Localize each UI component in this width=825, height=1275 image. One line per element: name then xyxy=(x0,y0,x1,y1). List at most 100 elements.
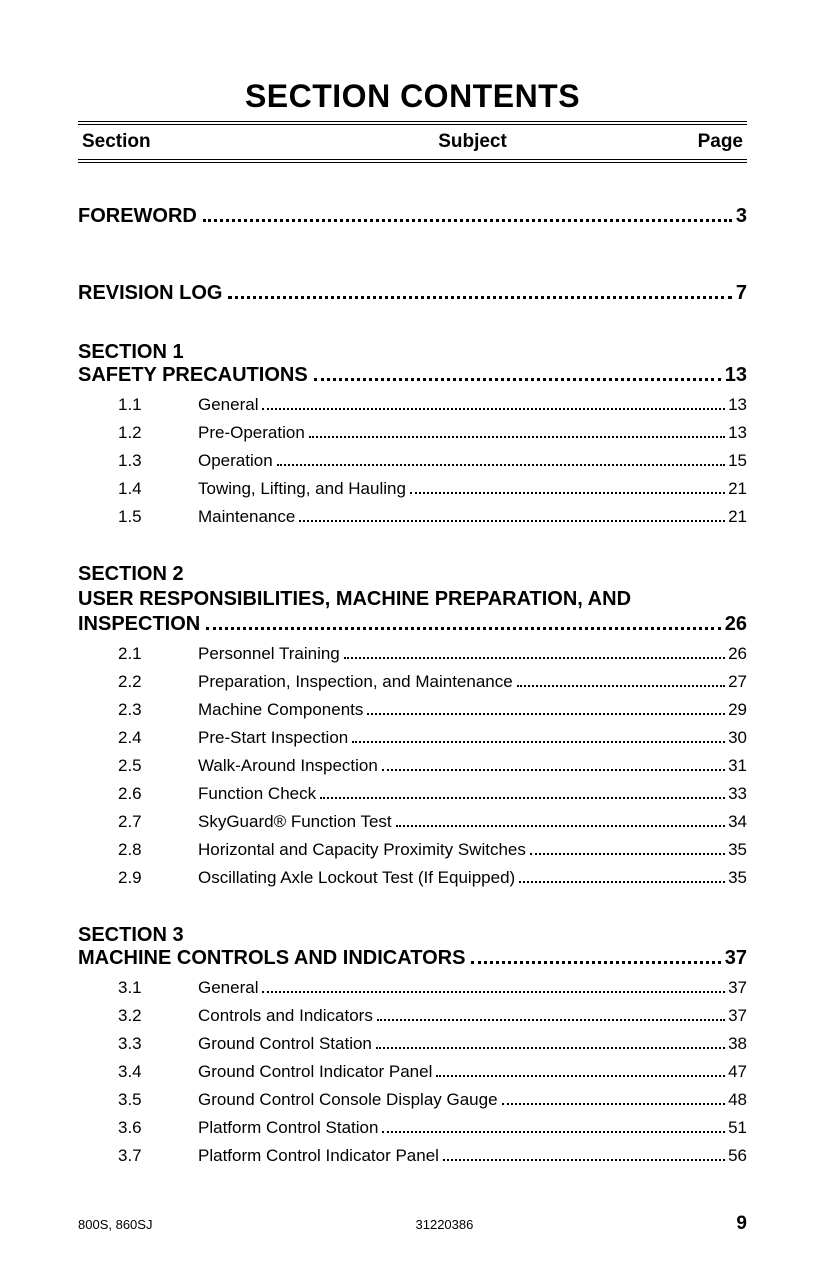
toc-sub-page: 15 xyxy=(728,451,747,471)
toc-sub-title: Oscillating Axle Lockout Test (If Equipp… xyxy=(198,868,515,888)
toc-sub-num: 1.2 xyxy=(118,423,198,443)
toc-sub-entry: 1.3Operation15 xyxy=(118,451,747,471)
toc-sub-num: 3.7 xyxy=(118,1146,198,1166)
toc-sub-num: 3.6 xyxy=(118,1118,198,1138)
toc-section-page: 37 xyxy=(725,947,747,970)
toc-sub-num: 3.3 xyxy=(118,1034,198,1054)
toc-section-title: MACHINE CONTROLS AND INDICATORS xyxy=(78,947,465,970)
toc-sub-num: 2.6 xyxy=(118,784,198,804)
toc-sub-entry: 1.1General13 xyxy=(118,395,747,415)
toc-section-block: SECTION 3MACHINE CONTROLS AND INDICATORS… xyxy=(78,924,747,1166)
toc-sub-title: Preparation, Inspection, and Maintenance xyxy=(198,672,513,692)
leader-dots xyxy=(471,961,720,964)
leader-dots xyxy=(367,713,725,715)
toc-sub-entry: 3.1General37 xyxy=(118,978,747,998)
toc-sub-num: 2.4 xyxy=(118,728,198,748)
toc-sub-entry: 2.7SkyGuard® Function Test 34 xyxy=(118,812,747,832)
toc-sub-page: 13 xyxy=(728,423,747,443)
toc-sub-title: Horizontal and Capacity Proximity Switch… xyxy=(198,840,526,860)
leader-dots xyxy=(299,520,725,522)
toc-sub-title: General xyxy=(198,395,258,415)
toc-sub-num: 3.4 xyxy=(118,1062,198,1082)
leader-dots xyxy=(443,1159,725,1161)
toc-sub-num: 1.3 xyxy=(118,451,198,471)
toc-sub-num: 2.1 xyxy=(118,644,198,664)
leader-dots xyxy=(206,627,721,630)
toc-section-label: SECTION 1 xyxy=(78,341,747,364)
toc-header-row: Section Subject Page xyxy=(78,125,747,159)
toc-sub-page: 48 xyxy=(728,1090,747,1110)
toc-sub-num: 2.7 xyxy=(118,812,198,832)
toc-sub-num: 1.4 xyxy=(118,479,198,499)
leader-dots xyxy=(228,296,731,299)
toc-major-page: 3 xyxy=(736,205,747,228)
toc-sub-page: 33 xyxy=(728,784,747,804)
toc-sub-entry: 3.4Ground Control Indicator Panel 47 xyxy=(118,1062,747,1082)
toc-major-entry: REVISION LOG 7 xyxy=(78,282,747,305)
toc-major-title: REVISION LOG xyxy=(78,282,222,305)
toc-section-block: SECTION 2USER RESPONSIBILITIES, MACHINE … xyxy=(78,563,747,888)
toc-sub-entry: 3.5Ground Control Console Display Gauge4… xyxy=(118,1090,747,1110)
leader-dots xyxy=(320,797,725,799)
toc-sub-entry: 2.6Function Check 33 xyxy=(118,784,747,804)
toc-sub-entry: 1.5Maintenance21 xyxy=(118,507,747,527)
leader-dots xyxy=(344,657,725,659)
toc-sub-page: 21 xyxy=(728,507,747,527)
toc-sub-page: 51 xyxy=(728,1118,747,1138)
toc-sub-title: Function Check xyxy=(198,784,316,804)
toc-sub-page: 38 xyxy=(728,1034,747,1054)
toc-sub-entry: 1.2Pre-Operation13 xyxy=(118,423,747,443)
toc-sub-title: Platform Control Indicator Panel xyxy=(198,1146,439,1166)
toc-sub-page: 34 xyxy=(728,812,747,832)
toc-sub-page: 35 xyxy=(728,868,747,888)
toc-section-title: USER RESPONSIBILITIES, MACHINE PREPARATI… xyxy=(78,586,747,613)
leader-dots xyxy=(436,1075,725,1077)
toc-major-page: 7 xyxy=(736,282,747,305)
toc-sub-title: Controls and Indicators xyxy=(198,1006,373,1026)
toc-sub-entry: 1.4Towing, Lifting, and Hauling21 xyxy=(118,479,747,499)
leader-dots xyxy=(376,1047,725,1049)
toc-sub-entry: 2.1Personnel Training26 xyxy=(118,644,747,664)
rule-bottom xyxy=(78,159,747,163)
toc-sub-title: General xyxy=(198,978,258,998)
toc-sub-num: 3.2 xyxy=(118,1006,198,1026)
toc-sub-title: Ground Control Indicator Panel xyxy=(198,1062,432,1082)
footer-pagenum: 9 xyxy=(736,1213,747,1235)
toc-section-title: INSPECTION xyxy=(78,613,200,636)
toc-sub-title: SkyGuard® Function Test xyxy=(198,812,392,832)
toc-sub-num: 2.8 xyxy=(118,840,198,860)
toc-section-page: 13 xyxy=(725,364,747,387)
toc-section-block: SECTION 1SAFETY PRECAUTIONS131.1General1… xyxy=(78,341,747,527)
toc-sub-entry: 3.2Controls and Indicators37 xyxy=(118,1006,747,1026)
toc-sub-entry: 2.5Walk-Around Inspection31 xyxy=(118,756,747,776)
toc-sub-entry: 2.2Preparation, Inspection, and Maintena… xyxy=(118,672,747,692)
toc-sub-page: 30 xyxy=(728,728,747,748)
toc-sub-title: Towing, Lifting, and Hauling xyxy=(198,479,406,499)
header-page: Page xyxy=(663,131,743,153)
toc-sub-title: Pre-Start Inspection xyxy=(198,728,348,748)
leader-dots xyxy=(262,408,725,410)
leader-dots xyxy=(530,853,725,855)
toc-sub-num: 3.5 xyxy=(118,1090,198,1110)
toc-sub-num: 1.1 xyxy=(118,395,198,415)
toc-section-label: SECTION 3 xyxy=(78,924,747,947)
toc-sub-title: Ground Control Station xyxy=(198,1034,372,1054)
toc-sub-page: 47 xyxy=(728,1062,747,1082)
toc-sub-entry: 2.4Pre-Start Inspection 30 xyxy=(118,728,747,748)
toc-body: FOREWORD3REVISION LOG7SECTION 1SAFETY PR… xyxy=(78,205,747,1166)
toc-sub-entry: 3.3Ground Control Station 38 xyxy=(118,1034,747,1054)
header-subject: Subject xyxy=(282,131,663,153)
toc-section-title: SAFETY PRECAUTIONS xyxy=(78,364,308,387)
leader-dots xyxy=(309,436,725,438)
leader-dots xyxy=(382,769,725,771)
toc-sub-page: 31 xyxy=(728,756,747,776)
toc-sub-title: Walk-Around Inspection xyxy=(198,756,378,776)
toc-section-page: 26 xyxy=(725,613,747,636)
toc-sub-num: 3.1 xyxy=(118,978,198,998)
page-title: SECTION CONTENTS xyxy=(78,78,747,115)
leader-dots xyxy=(519,881,725,883)
toc-sub-entry: 3.6Platform Control Station51 xyxy=(118,1118,747,1138)
toc-sub-num: 2.2 xyxy=(118,672,198,692)
toc-section-title-row: MACHINE CONTROLS AND INDICATORS 37 xyxy=(78,947,747,970)
leader-dots xyxy=(396,825,725,827)
